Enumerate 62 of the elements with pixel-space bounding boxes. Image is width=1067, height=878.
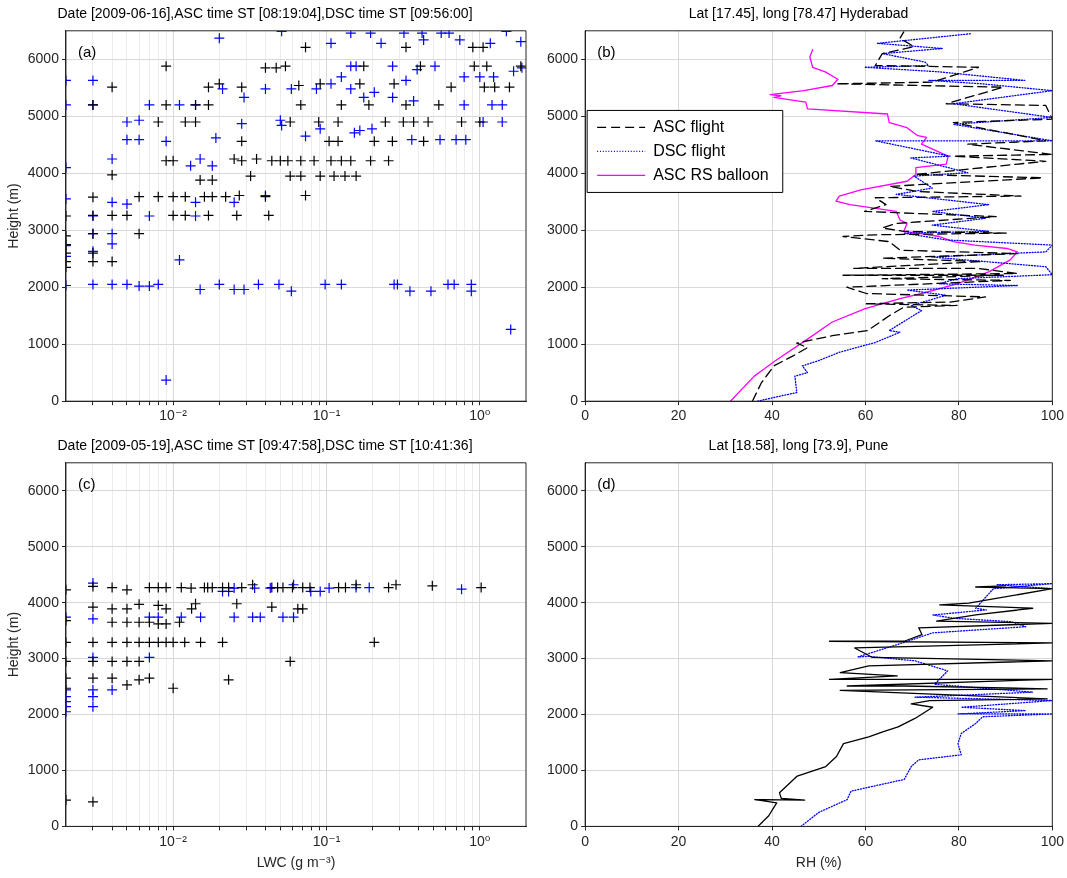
- x-tick-label: 20: [670, 832, 687, 849]
- x-tick-label: 80: [951, 832, 967, 849]
- legend-label: ASC flight: [653, 117, 725, 135]
- line-series: [800, 582, 1053, 827]
- x-tick-label: 10⁰: [469, 407, 491, 424]
- chart-title: Lat [17.45], long [78.47] Hyderabad: [688, 5, 909, 22]
- y-tick-label: 3000: [27, 649, 60, 666]
- x-tick-label: 10⁻²: [159, 832, 188, 849]
- y-axis-title: Height (m): [5, 183, 22, 249]
- y-tick-label: 4000: [546, 164, 579, 181]
- chart-title: Date [2009-06-16],ASC time ST [08:19:04],DSC time ST [09:56:00]: [57, 5, 473, 22]
- x-tick-label: 80: [951, 407, 967, 424]
- y-tick-label: 0: [51, 817, 60, 834]
- x-tick-label: 40: [764, 832, 781, 849]
- y-tick-label: 0: [51, 392, 60, 409]
- y-tick-label: 5000: [27, 537, 60, 554]
- legend-label: DSC flight: [653, 141, 726, 159]
- y-tick-label: 5000: [546, 107, 579, 124]
- x-tick-label: 10⁻²: [159, 407, 188, 424]
- x-tick-label: 60: [857, 407, 874, 424]
- y-tick-label: 5000: [27, 107, 60, 124]
- chart-title: Lat [18.58], long [73.9], Pune: [708, 437, 889, 454]
- x-tick-label: 0: [581, 832, 590, 849]
- chart-title: Date [2009-05-19],ASC time ST [09:47:58],DSC time ST [10:41:36]: [57, 437, 473, 454]
- y-tick-label: 1000: [546, 761, 579, 778]
- x-tick-label: 0: [581, 407, 590, 424]
- annotation: (c): [77, 474, 96, 492]
- x-tick-label: 10⁰: [469, 832, 491, 849]
- y-tick-label: 6000: [546, 50, 579, 67]
- y-tick-label: 4000: [27, 164, 60, 181]
- y-tick-label: 0: [570, 817, 579, 834]
- y-tick-label: 4000: [27, 593, 60, 610]
- x-tick-label: 40: [764, 407, 781, 424]
- x-tick-label: 20: [670, 407, 687, 424]
- x-tick-label: 60: [857, 832, 874, 849]
- y-tick-label: 6000: [546, 481, 579, 498]
- y-tick-label: 6000: [27, 481, 60, 498]
- y-tick-label: 5000: [546, 537, 579, 554]
- x-tick-label: 10⁻¹: [312, 407, 341, 424]
- y-tick-label: 1000: [27, 761, 60, 778]
- y-tick-label: 1000: [27, 335, 60, 352]
- x-tick-label: 100: [1040, 407, 1065, 424]
- x-axis-title: LWC (g m⁻³): [256, 854, 336, 871]
- x-axis-title: RH (%): [795, 854, 842, 871]
- annotation: (a): [77, 42, 97, 60]
- y-tick-label: 2000: [546, 705, 579, 722]
- y-tick-label: 3000: [546, 221, 579, 238]
- y-tick-label: 4000: [546, 593, 579, 610]
- y-tick-label: 1000: [546, 335, 579, 352]
- y-tick-label: 3000: [27, 221, 60, 238]
- y-tick-label: 6000: [27, 50, 60, 67]
- legend-label: ASC RS balloon: [653, 165, 769, 183]
- y-tick-label: 2000: [546, 278, 579, 295]
- y-tick-label: 2000: [27, 278, 60, 295]
- annotation: (d): [597, 474, 616, 492]
- y-tick-label: 0: [570, 392, 579, 409]
- annotation: (b): [597, 42, 616, 60]
- y-axis-title: Height (m): [5, 611, 22, 678]
- y-tick-label: 3000: [546, 649, 579, 666]
- x-tick-label: 100: [1040, 832, 1065, 849]
- y-tick-label: 2000: [27, 705, 60, 722]
- x-tick-label: 10⁻¹: [312, 832, 341, 849]
